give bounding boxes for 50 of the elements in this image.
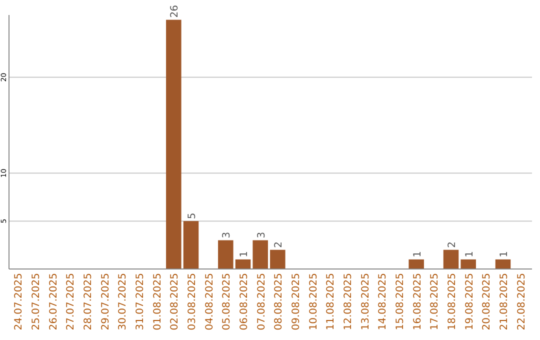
data-label: 1 bbox=[412, 251, 424, 258]
data-label: 1 bbox=[239, 251, 250, 258]
bar bbox=[166, 20, 182, 269]
data-label: 3 bbox=[222, 232, 233, 238]
data-label: 2 bbox=[447, 241, 458, 248]
x-tick-label: 31.07.2025 bbox=[135, 273, 146, 330]
x-tick-label: 06.08.2025 bbox=[239, 273, 250, 330]
data-label: 3 bbox=[256, 232, 268, 238]
bar bbox=[183, 221, 199, 269]
x-tick-label: 27.07.2025 bbox=[66, 273, 77, 330]
bar bbox=[408, 259, 424, 269]
bar bbox=[235, 259, 251, 269]
bar bbox=[252, 240, 268, 269]
x-tick-label: 07.08.2025 bbox=[256, 273, 268, 330]
x-tick-label: 03.08.2025 bbox=[187, 273, 198, 330]
x-tick-label: 11.08.2025 bbox=[326, 273, 337, 330]
x-tick-label: 16.08.2025 bbox=[412, 273, 424, 330]
data-label: 26 bbox=[170, 5, 181, 18]
x-tick-label: 25.07.2025 bbox=[31, 273, 42, 330]
x-tick-label: 30.07.2025 bbox=[118, 273, 129, 330]
bar bbox=[443, 250, 459, 269]
x-tick-label: 18.08.2025 bbox=[447, 273, 458, 330]
x-tick-label: 26.07.2025 bbox=[48, 273, 60, 330]
bar bbox=[218, 240, 234, 269]
x-tick-label: 29.07.2025 bbox=[100, 273, 112, 330]
x-tick-label: 01.08.2025 bbox=[152, 273, 164, 330]
x-tick-label: 15.08.2025 bbox=[395, 273, 406, 330]
x-tick-label: 05.08.2025 bbox=[222, 273, 233, 330]
bar bbox=[495, 259, 511, 269]
x-tick-label: 14.08.2025 bbox=[378, 273, 389, 330]
x-tick-label: 13.08.2025 bbox=[360, 273, 372, 330]
x-tick-label: 12.08.2025 bbox=[343, 273, 354, 330]
x-tick-label: 24.07.2025 bbox=[14, 273, 25, 330]
bar bbox=[270, 250, 286, 269]
data-label: 1 bbox=[464, 251, 476, 258]
x-tick-label: 19.08.2025 bbox=[464, 273, 476, 330]
data-label: 1 bbox=[499, 251, 510, 258]
bar bbox=[460, 259, 476, 269]
x-tick-label: 08.08.2025 bbox=[274, 273, 285, 330]
x-tick-label: 02.08.2025 bbox=[170, 273, 181, 330]
x-tick-label: 20.08.2025 bbox=[482, 273, 493, 330]
data-label: 2 bbox=[274, 241, 285, 248]
x-tick-label: 17.08.2025 bbox=[430, 273, 441, 330]
x-tick-label: 09.08.2025 bbox=[291, 273, 302, 330]
x-tick-label: 28.07.2025 bbox=[83, 273, 94, 330]
x-tick-label: 04.08.2025 bbox=[204, 273, 216, 330]
x-tick-label: 22.08.2025 bbox=[516, 273, 528, 330]
x-tick-label: 21.08.2025 bbox=[499, 273, 510, 330]
data-label: 5 bbox=[187, 212, 198, 220]
x-tick-label: 10.08.2025 bbox=[308, 273, 320, 330]
